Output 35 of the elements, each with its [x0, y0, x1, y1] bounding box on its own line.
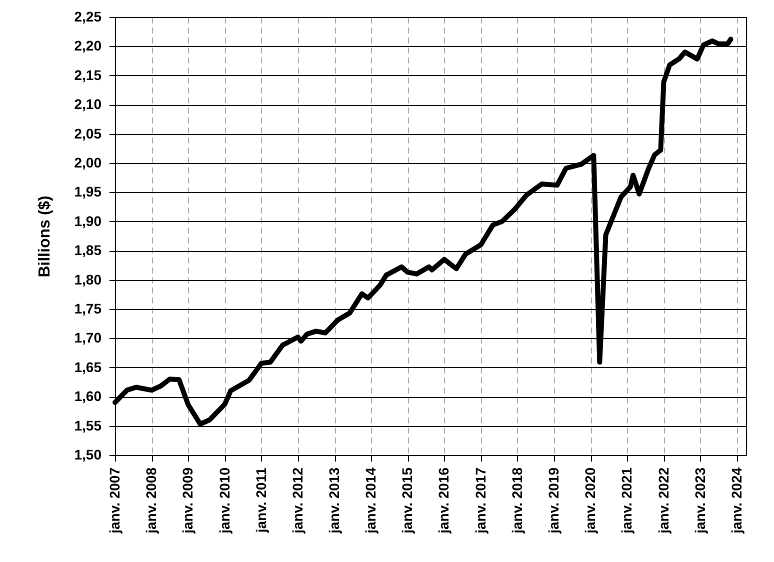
y-tick-label: 2,20 — [74, 38, 102, 54]
x-tick-label: janv. 2011 — [252, 467, 269, 534]
y-tick-label: 2,05 — [74, 125, 102, 142]
y-tick-label: 1,75 — [74, 300, 102, 316]
x-tick-label: janv. 2010 — [216, 467, 232, 534]
x-tick-label: janv. 2020 — [582, 467, 598, 534]
x-tick-label: janv. 2013 — [326, 467, 342, 534]
y-tick-label: 1,65 — [74, 358, 102, 375]
y-tick-label: 1,70 — [74, 330, 102, 346]
x-tick-label: janv. 2023 — [692, 467, 708, 534]
x-tick-label: janv. 2016 — [436, 467, 452, 534]
x-tick-label: janv. 2019 — [545, 467, 562, 534]
x-tick-label: janv. 2015 — [399, 467, 416, 534]
y-tick-label: 1,55 — [74, 417, 102, 434]
y-tick-label: 1,80 — [74, 271, 102, 288]
y-tick-label: 1,85 — [74, 242, 102, 258]
x-tick-label: janv. 2012 — [289, 467, 306, 534]
x-tick-label: janv. 2022 — [655, 467, 672, 534]
x-tick-label: janv. 2009 — [180, 467, 196, 534]
y-tick-label: 2,10 — [74, 96, 102, 112]
x-tick-label: janv. 2008 — [143, 467, 160, 534]
y-axis-title: Billions ($) — [36, 196, 54, 278]
y-tick-label: 1,90 — [74, 212, 102, 229]
x-tick-label: janv. 2007 — [106, 467, 122, 534]
y-tick-label: 2,25 — [74, 8, 102, 24]
x-tick-label: janv. 2014 — [362, 467, 379, 534]
y-tick-label: 1,50 — [74, 446, 102, 462]
y-tick-label: 1,95 — [74, 184, 102, 200]
x-tick-label: janv. 2024 — [728, 467, 744, 534]
y-tick-label: 2,15 — [74, 66, 102, 83]
x-tick-label: janv. 2018 — [508, 467, 525, 534]
y-tick-label: 2,00 — [74, 154, 102, 170]
y-tick-label: 1,60 — [74, 388, 102, 404]
x-tick-label: janv. 2017 — [472, 467, 488, 534]
x-tick-label: janv. 2021 — [618, 467, 635, 534]
